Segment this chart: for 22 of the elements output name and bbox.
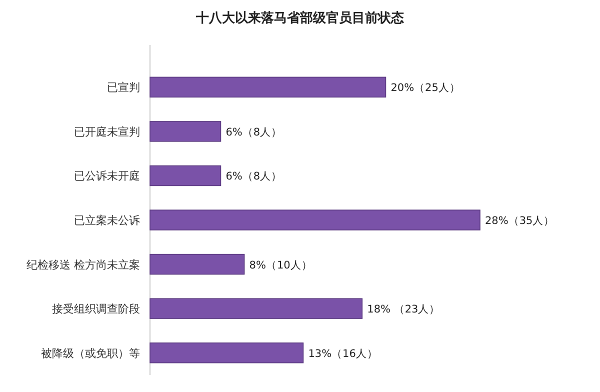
data-label: 18% （23人）	[367, 304, 440, 316]
data-label: 6%（8人）	[226, 170, 282, 183]
bar	[150, 76, 386, 98]
y-tick-label: 已公诉未开庭	[74, 170, 140, 183]
bar	[150, 342, 304, 364]
data-label: 6%（8人）	[226, 126, 282, 138]
data-label: 8%（10人）	[249, 259, 312, 272]
bar	[150, 298, 363, 319]
y-tick-label: 已立案未公诉	[74, 214, 140, 227]
chart-title: 十八大以来落马省部级官员目前状态	[195, 10, 405, 26]
bar	[150, 165, 222, 186]
y-tick-label: 已宣判	[107, 81, 140, 94]
y-tick-label: 接受组织调查阶段	[52, 302, 140, 316]
data-label: 20%（25人）	[390, 82, 460, 94]
bar	[150, 210, 480, 230]
bar	[150, 254, 245, 275]
y-tick-label: 已开庭未宣判	[74, 125, 140, 138]
y-tick-label: 被降级（或免职）等	[41, 346, 140, 360]
data-label: 28%（35人）	[485, 215, 555, 227]
y-tick-label: 纪检移送 检方尚未立案	[26, 258, 140, 272]
data-label: 13%（16人）	[308, 348, 378, 360]
bar	[150, 121, 222, 142]
